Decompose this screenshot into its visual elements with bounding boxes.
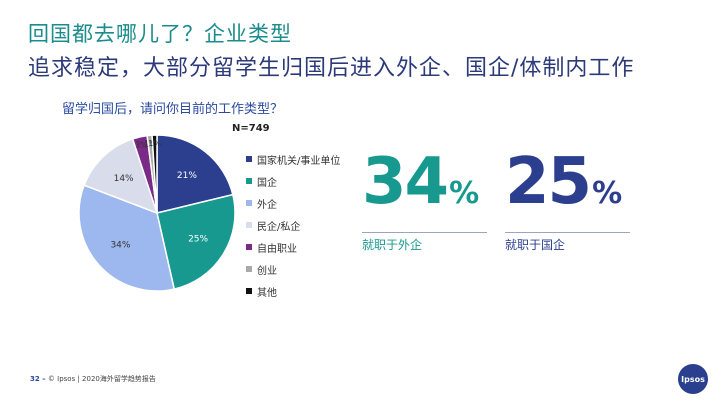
stat-divider: [505, 232, 630, 233]
stat-divider: [362, 232, 487, 233]
footer-text: © Ipsos | 2020海外留学趋势报告: [47, 375, 156, 383]
stat-label: 就职于国企: [505, 238, 566, 252]
legend-label: 其他: [257, 287, 277, 299]
pie-slice: [151, 134, 158, 214]
legend-swatch: [246, 288, 252, 294]
ipsos-logo: Ipsos: [678, 364, 708, 394]
legend-swatch: [246, 266, 252, 272]
legend-swatch: [246, 200, 252, 206]
page-subtitle: 追求稳定，大部分留学生归国后进入外企、国企/体制内工作: [28, 56, 635, 81]
stat-number: 25%: [505, 150, 630, 226]
slice-label: 25%: [188, 234, 208, 244]
pie-slice: [156, 193, 236, 290]
stat-unit: %: [449, 176, 480, 211]
legend-swatch: [246, 222, 252, 228]
stat-unit: %: [592, 176, 623, 211]
legend-label: 民企/私企: [257, 221, 301, 233]
slice-label: 21%: [177, 171, 197, 181]
legend-item: 创业: [246, 258, 340, 280]
page-number: 32 –: [30, 375, 46, 383]
legend-swatch: [246, 178, 252, 184]
legend-swatch: [246, 244, 252, 250]
slice-label: 14%: [114, 174, 134, 184]
slice-label: 1%: [148, 139, 161, 148]
slice-label: 3%: [135, 141, 148, 150]
legend-label: 国企: [257, 177, 277, 189]
footer: 32 – © Ipsos | 2020海外留学趋势报告: [30, 374, 156, 384]
pie-slice: [83, 137, 159, 215]
legend-item: 外企: [246, 192, 340, 214]
pie-slice: [156, 134, 234, 214]
stat-number: 34%: [362, 150, 487, 226]
chart-title: 留学归国后，请问你目前的工作类型？: [62, 102, 284, 117]
slice-label: 34%: [110, 241, 130, 251]
legend-label: 自由职业: [257, 243, 297, 255]
page-title: 回国都去哪儿了？企业类型: [28, 22, 292, 46]
legend-item: 国家机关/事业单位: [246, 148, 340, 170]
legend-swatch: [246, 156, 252, 162]
slice-label: 1%: [144, 139, 157, 148]
pie-slice: [78, 184, 176, 292]
legend-item: 民企/私企: [246, 214, 340, 236]
pie-chart: 21% 25% 34% 14% 3%1%1%: [78, 134, 236, 292]
legend-item: 其他: [246, 280, 340, 302]
legend-item: 国企: [246, 170, 340, 192]
legend-label: 国家机关/事业单位: [257, 155, 341, 167]
stat-state-enterprise: 25% 就职于国企: [505, 150, 630, 253]
stat-value: 25: [505, 145, 592, 219]
chart-legend: 国家机关/事业单位 国企 外企 民企/私企 自由职业 创业 其他: [246, 148, 340, 302]
stat-label: 就职于外企: [362, 238, 423, 252]
legend-label: 创业: [257, 265, 277, 277]
stat-foreign-enterprise: 34% 就职于外企: [362, 150, 487, 253]
legend-label: 外企: [257, 199, 277, 211]
legend-item: 自由职业: [246, 236, 340, 258]
sample-size: N=749: [232, 123, 270, 134]
stat-value: 34: [362, 145, 449, 219]
